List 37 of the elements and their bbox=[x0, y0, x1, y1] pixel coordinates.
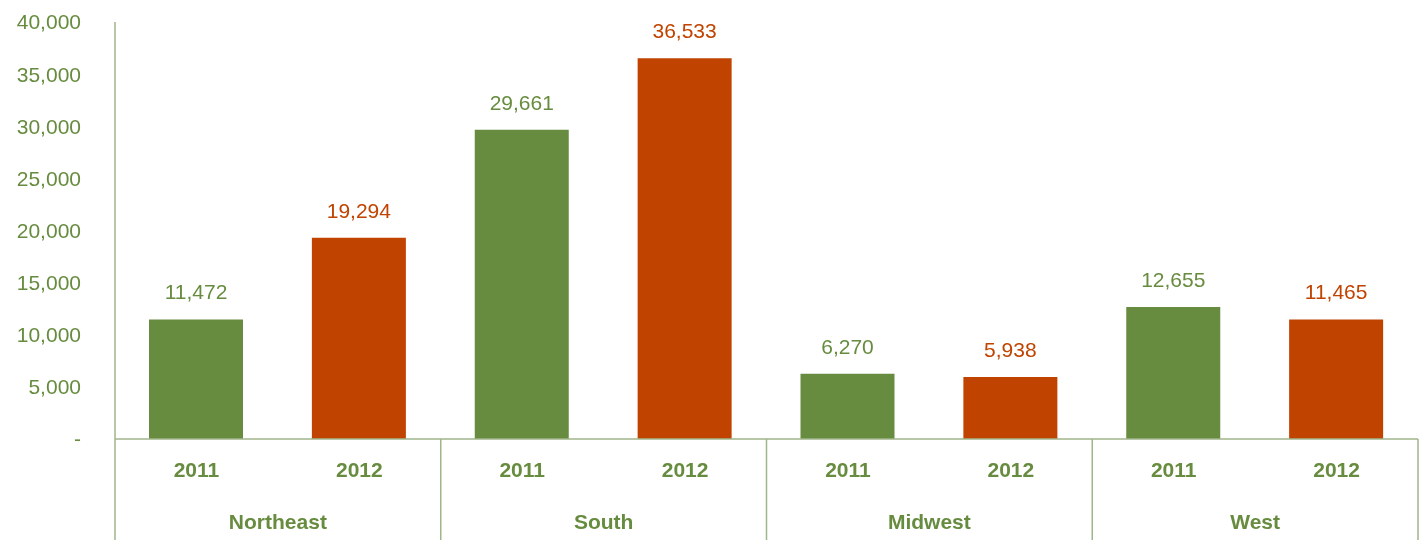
bar bbox=[963, 377, 1058, 439]
x-tick-label: 2012 bbox=[335, 458, 383, 481]
bar bbox=[474, 129, 569, 439]
text: Northeast bbox=[228, 510, 327, 533]
y-tick-label: - bbox=[74, 427, 81, 451]
y-tick-label: 10,000 bbox=[16, 323, 81, 347]
x-tick-label: 2012 bbox=[1313, 458, 1360, 481]
data-label: 11,465 bbox=[1304, 280, 1368, 304]
data-label: 19,294 bbox=[326, 198, 392, 222]
data-label: 6,270 bbox=[821, 334, 874, 358]
bar bbox=[1126, 307, 1221, 439]
y-tick-label: 5,000 bbox=[28, 375, 81, 399]
data-label: 36,533 bbox=[652, 19, 717, 43]
text: South bbox=[573, 510, 634, 533]
y-tick-label: 30,000 bbox=[16, 114, 81, 138]
data-label: 12,655 bbox=[1141, 268, 1206, 292]
y-tick-label: 25,000 bbox=[16, 166, 81, 190]
bar bbox=[637, 58, 732, 439]
y-tick-label: 20,000 bbox=[16, 218, 81, 242]
bar bbox=[1289, 319, 1384, 439]
text: Midwest bbox=[887, 510, 971, 533]
bar bbox=[149, 319, 243, 439]
y-tick-label: 40,000 bbox=[16, 10, 81, 34]
y-tick-label: 35,000 bbox=[16, 62, 81, 86]
bar bbox=[311, 237, 406, 439]
text: West bbox=[1230, 510, 1281, 533]
data-label: 11,472 bbox=[164, 280, 228, 304]
x-tick-label: 2011 bbox=[825, 458, 872, 481]
bar bbox=[800, 373, 895, 439]
x-tick-label: 2011 bbox=[1150, 458, 1197, 481]
x-tick-label: 2011 bbox=[173, 458, 220, 481]
x-tick-label: 2012 bbox=[987, 458, 1035, 481]
x-tick-label: 2011 bbox=[499, 458, 546, 481]
x-tick-label: 2012 bbox=[661, 458, 709, 481]
data-label: 29,661 bbox=[489, 90, 554, 114]
data-label: 5,938 bbox=[984, 338, 1037, 362]
y-tick-label: 15,000 bbox=[16, 271, 81, 295]
